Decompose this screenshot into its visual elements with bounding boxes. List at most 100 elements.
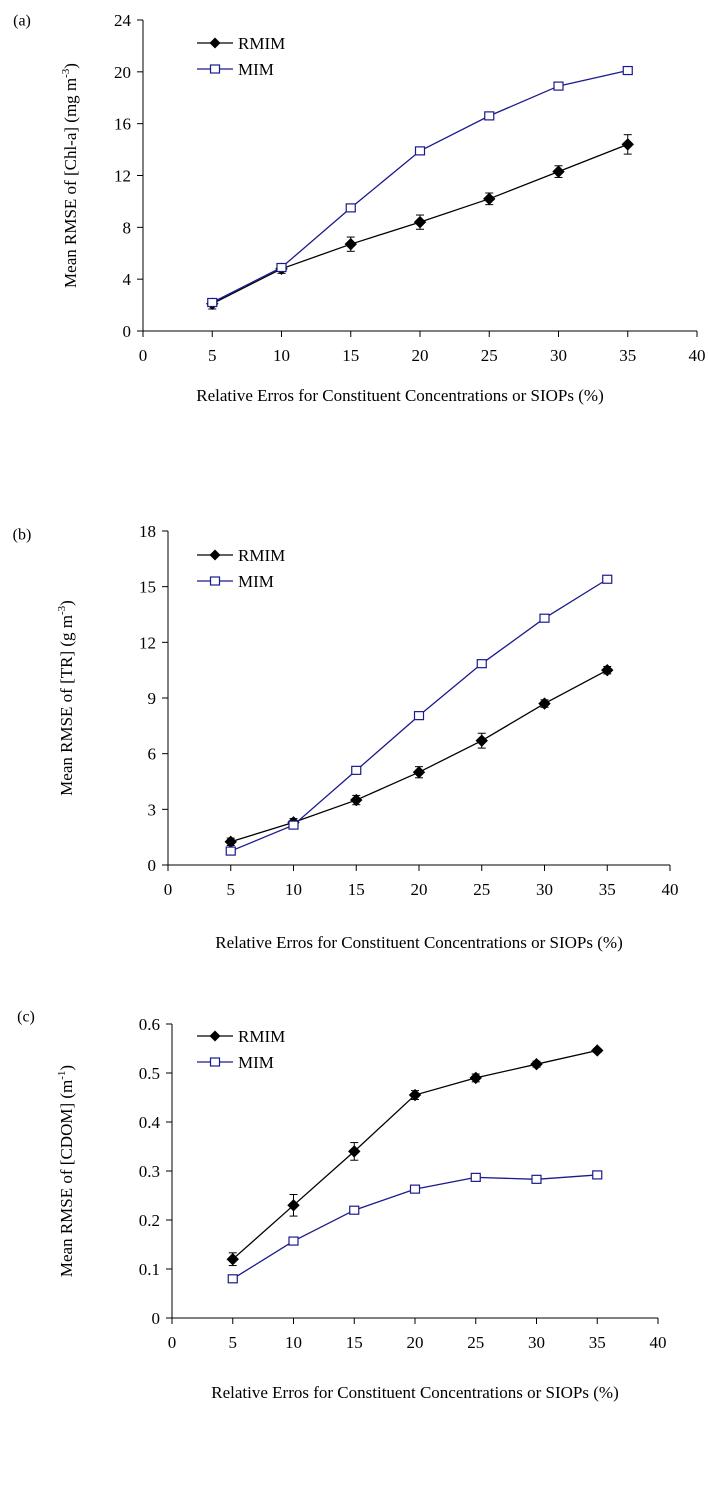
x-tick-label: 15 bbox=[342, 346, 359, 365]
data-point bbox=[409, 1184, 421, 1194]
y-tick-label: 0.2 bbox=[139, 1211, 160, 1230]
x-tick-label: 25 bbox=[481, 346, 498, 365]
data-point bbox=[531, 1174, 542, 1184]
x-tick-label: 0 bbox=[164, 880, 173, 899]
data-point bbox=[538, 697, 551, 710]
data-point bbox=[553, 81, 564, 91]
legend-marker bbox=[209, 576, 221, 586]
x-tick-label: 40 bbox=[689, 346, 706, 365]
x-tick-label: 15 bbox=[346, 1333, 363, 1352]
data-point bbox=[288, 820, 299, 830]
x-tick-label: 30 bbox=[550, 346, 567, 365]
chart-panel-2: (b) 0 3 6 9 12 15 18 0 5 10 15 20 25 30 35 40 Relative Er… bbox=[13, 522, 679, 952]
series-line bbox=[230, 669, 608, 843]
data-point bbox=[412, 766, 426, 779]
data-point bbox=[552, 165, 565, 178]
data-point bbox=[408, 1088, 422, 1102]
series-mim bbox=[225, 574, 613, 856]
data-point bbox=[530, 1057, 543, 1071]
data-point bbox=[622, 65, 633, 76]
data-point bbox=[592, 1170, 603, 1180]
y-tick-label: 16 bbox=[114, 115, 131, 134]
y-tick-label: 24 bbox=[114, 11, 132, 30]
x-tick-label: 0 bbox=[168, 1333, 177, 1352]
x-tick-label: 20 bbox=[412, 346, 429, 365]
y-tick-label: 3 bbox=[148, 800, 157, 819]
y-axis-label: Mean RMSE of [TR] (g m-3) bbox=[56, 600, 76, 796]
y-tick-label: 20 bbox=[114, 63, 131, 82]
x-tick-label: 35 bbox=[589, 1333, 606, 1352]
x-tick-label: 35 bbox=[619, 346, 636, 365]
y-tick-label: 12 bbox=[139, 633, 156, 652]
y-tick-label: 12 bbox=[114, 167, 131, 186]
legend-label: RMIM bbox=[238, 546, 285, 565]
y-tick-label: 18 bbox=[139, 522, 156, 541]
y-tick-label: 9 bbox=[148, 689, 157, 708]
x-tick-label: 25 bbox=[473, 880, 490, 899]
x-tick-label: 35 bbox=[599, 880, 616, 899]
panel-label: (c) bbox=[17, 1009, 35, 1026]
y-axis-label: Mean RMSE of [Chl-a] (mg m-3) bbox=[60, 63, 80, 288]
legend-marker bbox=[209, 37, 221, 49]
data-point bbox=[484, 111, 495, 121]
y-tick-label: 15 bbox=[139, 578, 156, 597]
y-tick-label: 0.1 bbox=[139, 1260, 160, 1279]
series-line bbox=[232, 1049, 598, 1260]
data-point bbox=[287, 1199, 300, 1212]
x-tick-label: 30 bbox=[528, 1333, 545, 1352]
y-tick-label: 6 bbox=[148, 745, 157, 764]
data-point bbox=[413, 711, 425, 721]
y-axis-label: Mean RMSE of [CDOM] (m-1) bbox=[56, 1065, 76, 1277]
data-point bbox=[621, 138, 634, 151]
y-tick-label: 8 bbox=[123, 218, 132, 237]
legend-label: MIM bbox=[238, 572, 274, 591]
data-point bbox=[227, 1274, 238, 1284]
x-tick-label: 5 bbox=[208, 346, 217, 365]
y-tick-label: 0 bbox=[123, 322, 132, 341]
y-tick-label: 0 bbox=[148, 856, 157, 875]
series-rmim bbox=[224, 663, 614, 849]
data-point bbox=[276, 262, 287, 273]
x-axis-label: Relative Erros for Constituent Concentra… bbox=[211, 1383, 618, 1402]
chart-panel-3: (c) 0 0.1 0.2 0.3 0.4 0.5 0.6 0 5 10 15 20 25 30 35 40 Re… bbox=[17, 1009, 666, 1402]
series-mim bbox=[227, 1170, 603, 1284]
y-tick-label: 0.6 bbox=[139, 1015, 160, 1034]
x-axis-label: Relative Erros for Constituent Concentra… bbox=[215, 933, 622, 952]
x-tick-label: 30 bbox=[536, 880, 553, 899]
legend-label: MIM bbox=[238, 1053, 274, 1072]
data-point bbox=[344, 237, 357, 251]
series-mim bbox=[207, 65, 633, 308]
x-tick-label: 25 bbox=[467, 1333, 484, 1352]
chart-panel-1: (a) 0 4 8 12 16 20 24 0 5 10 15 20 25 30 35 40 Relative E… bbox=[13, 11, 705, 405]
data-point bbox=[349, 1205, 360, 1215]
data-point bbox=[207, 297, 218, 308]
x-tick-label: 10 bbox=[273, 346, 290, 365]
data-point bbox=[470, 1172, 481, 1182]
data-point bbox=[350, 793, 363, 807]
data-point bbox=[288, 1236, 299, 1246]
data-point bbox=[225, 846, 236, 856]
data-point bbox=[226, 1252, 239, 1266]
legend-marker bbox=[209, 1057, 221, 1067]
data-point bbox=[469, 1071, 482, 1085]
x-tick-label: 20 bbox=[407, 1333, 424, 1352]
panel-label: (a) bbox=[13, 13, 31, 30]
data-point bbox=[591, 1044, 604, 1057]
data-point bbox=[601, 663, 614, 677]
legend-marker bbox=[209, 64, 221, 74]
data-point bbox=[413, 215, 427, 229]
y-tick-label: 0.5 bbox=[139, 1064, 160, 1083]
data-point bbox=[483, 192, 496, 206]
x-tick-label: 5 bbox=[227, 880, 236, 899]
data-point bbox=[345, 203, 356, 213]
legend-label: RMIM bbox=[238, 1027, 285, 1046]
x-tick-label: 10 bbox=[285, 1333, 302, 1352]
data-point bbox=[351, 765, 362, 775]
series-rmim bbox=[206, 134, 634, 310]
x-tick-label: 0 bbox=[139, 346, 148, 365]
data-point bbox=[414, 146, 426, 156]
series-rmim bbox=[226, 1044, 604, 1267]
y-tick-label: 4 bbox=[123, 270, 132, 289]
legend-label: RMIM bbox=[238, 34, 285, 53]
